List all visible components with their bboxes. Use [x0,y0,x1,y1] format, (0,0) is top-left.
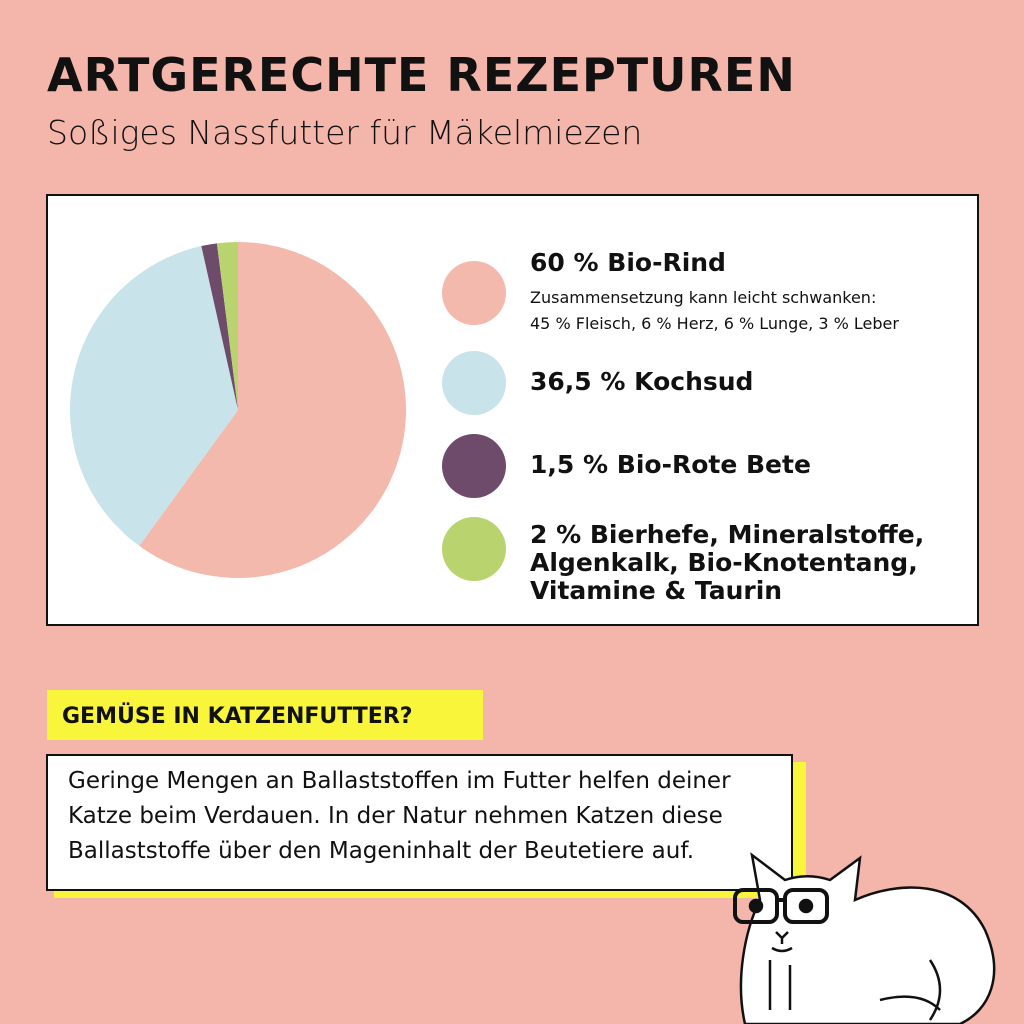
legend-entry: 2 % Bierhefe, Mineralstoffe, Algenkalk, … [530,521,960,605]
pie-slice [201,243,238,410]
legend-entry: 60 % Bio-Rind [530,249,726,277]
info-heading: GEMÜSE IN KATZENFUTTER? [62,704,413,729]
annotation: Zusammensetzung kann leicht schwanken: [530,288,877,307]
annotation: 45 % Fleisch, 6 % Herz, 6 % Lunge, 3 % L… [530,314,899,333]
legend-label: Bierhefe, Mineralstoffe, Algenkalk, Bio-… [530,520,925,605]
subtitle: Soßiges Nassfutter für Mäkelmiezen [47,113,643,152]
legend-swatch [442,517,506,581]
legend-value: 36,5 % [530,367,626,396]
legend-value: 1,5 % [530,450,609,479]
legend-label: Bio-Rind [607,248,726,277]
pie-slice [139,242,406,578]
legend-entry: 1,5 % Bio-Rote Bete [530,451,811,479]
legend-swatch [442,351,506,415]
title: ARTGERECHTE REZEPTUREN [47,48,796,102]
info-line: Ballaststoffe über den Mageninhalt der B… [68,838,695,864]
info-line: Katze beim Verdauen. In der Natur nehmen… [68,803,723,829]
legend-swatch [442,434,506,498]
legend-label: Bio-Rote Bete [616,450,811,479]
legend-value: 2 % [530,520,582,549]
legend-value: 60 % [530,248,599,277]
pie-slice [69,246,238,546]
info-line: Geringe Mengen an Ballaststoffen im Futt… [68,768,731,794]
pie-slice [216,242,238,410]
legend-swatch [442,261,506,325]
cat-illustration [733,852,996,1024]
heading-highlight [47,690,483,740]
legend-entry: 36,5 % Kochsud [530,368,753,396]
legend-label: Kochsud [634,367,754,396]
text-box [46,754,793,891]
